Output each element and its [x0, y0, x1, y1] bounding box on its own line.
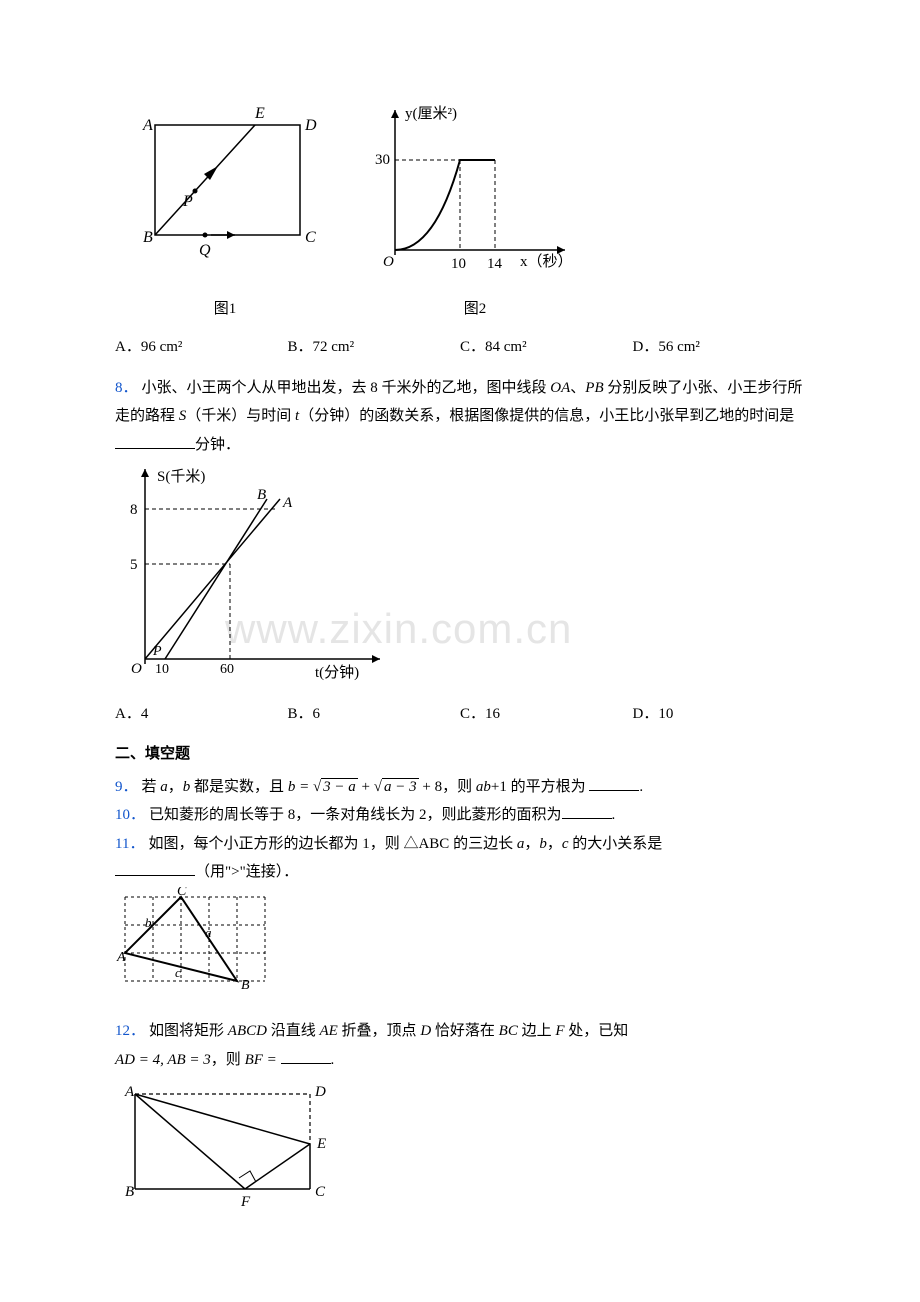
fig1-label-Q: Q	[199, 242, 211, 259]
svg-text:B: B	[125, 1184, 134, 1200]
fig8-B: B	[257, 487, 266, 503]
svg-text:C: C	[177, 887, 187, 899]
svg-text:B: B	[241, 978, 250, 993]
fig2-x10: 10	[451, 256, 466, 272]
fig1-label-D: D	[304, 117, 317, 134]
fig1-label-E: E	[254, 105, 265, 122]
fig8-xlabel: t(分钟)	[315, 664, 359, 681]
sqrt-2: √a − 3	[374, 778, 419, 795]
fig12-svg: A D B C E F	[115, 1074, 345, 1214]
fig2-origin: O	[383, 254, 394, 270]
svg-text:C: C	[315, 1184, 326, 1200]
fig1-caption: 图1	[115, 295, 335, 324]
fig1-label-B: B	[143, 229, 153, 246]
fig8-A: A	[282, 495, 293, 511]
fig2-block: y(厘米²) 30 O 10 14 x（秒） 图2	[365, 100, 585, 323]
fig8-svg: S(千米) 8 5 O 10 60 t(分钟) A B P	[115, 459, 405, 689]
fig2-xlabel: x（秒）	[520, 253, 573, 270]
svg-text:F: F	[240, 1194, 251, 1210]
fig2-svg: y(厘米²) 30 O 10 14 x（秒）	[365, 100, 585, 280]
fig1-svg: A D B C E P Q	[115, 100, 335, 280]
q7-options: A．96 cm² B．72 cm² C．84 cm² D．56 cm²	[115, 333, 805, 362]
svg-text:A: A	[116, 950, 126, 965]
svg-text:a: a	[205, 925, 212, 940]
fig1-label-P: P	[182, 193, 193, 210]
fig2-caption: 图2	[365, 295, 585, 324]
fig2-yval: 30	[375, 152, 390, 168]
q9-text: 9．若 a，b 都是实数，且 b = √3 − a + √a − 3 + 8，则…	[115, 773, 805, 802]
fig1-label-A: A	[142, 117, 153, 134]
fig2-x14: 14	[487, 256, 503, 272]
fig8-origin: O	[131, 661, 142, 677]
q8-num: 8．	[115, 380, 138, 396]
fig8-P: P	[152, 644, 162, 659]
q8-blank	[115, 434, 195, 449]
q12-text: 12．如图将矩形 ABCD 沿直线 AE 折叠，顶点 D 恰好落在 BC 边上 …	[115, 1017, 805, 1074]
svg-text:D: D	[314, 1084, 326, 1100]
fig8-x60: 60	[220, 662, 234, 677]
q11-text: 11．如图，每个小正方形的边长都为 1，则 △ABC 的三边长 a，b，c 的大…	[115, 830, 805, 887]
q12-num: 12．	[115, 1023, 145, 1039]
svg-text:A: A	[124, 1084, 135, 1100]
section-head: 二、填空题	[115, 740, 805, 769]
fig8-y8: 8	[130, 502, 138, 518]
q11-blank	[115, 861, 195, 876]
q9-num: 9．	[115, 779, 138, 795]
q10-blank	[562, 804, 612, 819]
fig8-x10: 10	[155, 662, 169, 677]
q11-num: 11．	[115, 836, 144, 852]
figure-row-1: A D B C E P Q 图1 y(厘米²) 30 O 10	[115, 100, 805, 323]
fig1-label-C: C	[305, 229, 316, 246]
fig11-svg: A B C a b c	[115, 887, 285, 1007]
fig1-block: A D B C E P Q 图1	[115, 100, 335, 323]
fig8-ylabel: S(千米)	[157, 468, 205, 485]
q8-opt-a: A．4	[115, 700, 288, 729]
fig2-ylabel: y(厘米²)	[405, 105, 457, 122]
q9-blank	[589, 776, 639, 791]
q12-blank	[281, 1049, 331, 1064]
q8-opt-d: D．10	[633, 700, 806, 729]
q7-opt-d: D．56 cm²	[633, 333, 806, 362]
q10-num: 10．	[115, 807, 145, 823]
svg-text:E: E	[316, 1136, 326, 1152]
q8-text: 8．小张、小王两个人从甲地出发，去 8 千米外的乙地，图中线段 OA、PB 分别…	[115, 374, 805, 460]
fig8-y5: 5	[130, 557, 138, 573]
q8-options: A．4 B．6 C．16 D．10	[115, 700, 805, 729]
q7-opt-a: A．96 cm²	[115, 333, 288, 362]
q7-opt-c: C．84 cm²	[460, 333, 633, 362]
q8-opt-c: C．16	[460, 700, 633, 729]
svg-text:b: b	[145, 915, 152, 930]
svg-text:c: c	[175, 965, 181, 980]
q10-text: 10．已知菱形的周长等于 8，一条对角线长为 2，则此菱形的面积为.	[115, 801, 805, 830]
q8-opt-b: B．6	[288, 700, 461, 729]
q7-opt-b: B．72 cm²	[288, 333, 461, 362]
sqrt-1: √3 − a	[313, 778, 358, 795]
q8-figure-wrap: www.zixin.com.cn S(千米) 8 5 O 10 60 t(分钟)…	[115, 459, 805, 700]
